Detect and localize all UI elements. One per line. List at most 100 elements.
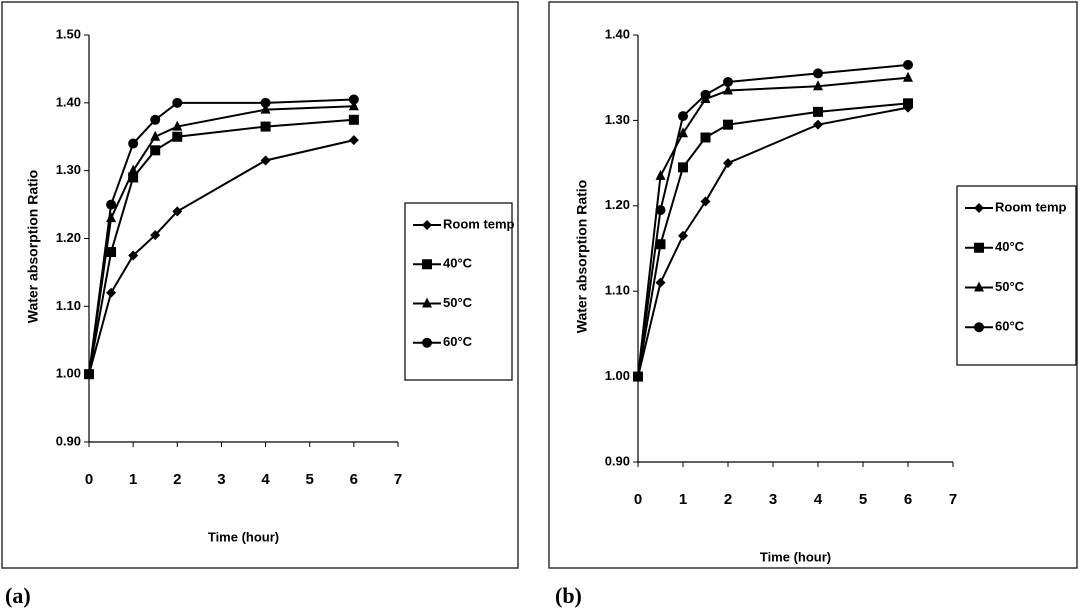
legend-box xyxy=(404,202,513,381)
marker xyxy=(723,76,733,87)
marker xyxy=(106,212,117,223)
marker xyxy=(84,369,94,380)
y-tick-label: 1.20 xyxy=(605,197,630,212)
marker xyxy=(974,242,984,253)
marker xyxy=(723,84,733,95)
y-tick-label: 1.40 xyxy=(605,26,630,41)
marker xyxy=(128,172,139,183)
series-line xyxy=(637,76,909,377)
marker xyxy=(813,68,823,79)
x-axis-label: Time (hour) xyxy=(760,549,831,564)
series-line xyxy=(637,63,909,377)
marker xyxy=(813,106,823,117)
marker xyxy=(106,287,117,298)
marker xyxy=(723,158,733,169)
marker xyxy=(260,97,271,108)
marker xyxy=(348,114,359,125)
y-tick-label: 1.00 xyxy=(605,368,630,383)
marker xyxy=(678,127,688,138)
marker xyxy=(813,119,823,130)
marker xyxy=(678,162,688,173)
x-axis-label: Time (hour) xyxy=(208,529,279,544)
y-tick-label: 1.20 xyxy=(56,230,81,245)
caption: (a) xyxy=(5,583,31,608)
marker xyxy=(172,120,183,131)
marker xyxy=(260,155,271,166)
x-tick-label: 6 xyxy=(904,491,912,508)
legend-box xyxy=(956,185,1077,366)
marker xyxy=(903,59,913,70)
marker xyxy=(700,196,711,207)
marker xyxy=(655,205,666,216)
y-tick-label: 1.30 xyxy=(56,162,81,177)
marker xyxy=(172,131,183,142)
marker xyxy=(348,100,359,111)
marker xyxy=(422,337,432,348)
x-tick-label: 5 xyxy=(306,471,314,488)
y-tick-label: 1.10 xyxy=(605,283,630,298)
series-line xyxy=(637,106,909,377)
marker xyxy=(903,71,913,82)
marker xyxy=(348,135,359,146)
marker xyxy=(678,230,688,241)
marker xyxy=(655,239,666,250)
marker xyxy=(655,169,666,180)
y-tick-label: 1.50 xyxy=(56,26,81,41)
marker xyxy=(260,121,271,132)
marker xyxy=(974,322,984,333)
legend-label: 60°C xyxy=(443,334,473,349)
marker xyxy=(260,103,271,114)
marker xyxy=(903,98,913,109)
marker xyxy=(422,259,432,270)
y-axis-label: Water absorption Ratio xyxy=(574,180,590,334)
marker xyxy=(633,371,643,382)
y-tick-label: 1.10 xyxy=(56,298,81,313)
x-tick-label: 7 xyxy=(949,491,957,508)
x-tick-label: 2 xyxy=(724,491,732,508)
legend-label: 40°C xyxy=(995,239,1025,254)
x-tick-label: 0 xyxy=(85,471,93,488)
marker xyxy=(172,97,183,108)
x-tick-label: 4 xyxy=(814,491,823,508)
marker xyxy=(422,220,432,230)
marker xyxy=(150,114,161,125)
panel-frame xyxy=(1,1,519,569)
series-line xyxy=(88,105,354,375)
x-tick-label: 7 xyxy=(394,471,402,488)
y-tick-label: 1.30 xyxy=(605,112,630,127)
legend-label: 40°C xyxy=(443,256,473,271)
legend-label: 50°C xyxy=(995,279,1025,294)
marker xyxy=(700,89,711,100)
legend-label: 50°C xyxy=(443,295,473,310)
marker xyxy=(678,111,688,122)
y-tick-label: 1.40 xyxy=(56,94,81,109)
panel-frame xyxy=(548,1,1078,569)
marker xyxy=(128,138,139,149)
y-tick-label: 1.00 xyxy=(56,366,81,381)
y-tick-label: 0.90 xyxy=(605,453,630,468)
marker xyxy=(974,203,984,213)
marker xyxy=(150,230,161,241)
marker xyxy=(150,145,161,156)
legend-label: Room temp xyxy=(443,216,515,231)
x-tick-label: 1 xyxy=(679,491,687,508)
marker xyxy=(150,130,161,141)
marker xyxy=(723,119,733,130)
marker xyxy=(422,297,432,308)
marker xyxy=(172,206,183,217)
series-line xyxy=(88,98,354,375)
legend-label: 60°C xyxy=(995,319,1025,334)
y-tick-label: 0.90 xyxy=(56,433,81,448)
x-tick-label: 6 xyxy=(350,471,358,488)
y-axis-label: Water absorption Ratio xyxy=(25,170,41,324)
legend-label: Room temp xyxy=(995,199,1067,214)
x-tick-label: 0 xyxy=(634,491,642,508)
marker xyxy=(128,250,139,261)
marker xyxy=(655,277,666,288)
marker xyxy=(700,132,711,143)
x-tick-label: 2 xyxy=(173,471,181,488)
marker xyxy=(128,164,139,175)
x-tick-label: 3 xyxy=(769,491,777,508)
marker xyxy=(106,247,117,258)
